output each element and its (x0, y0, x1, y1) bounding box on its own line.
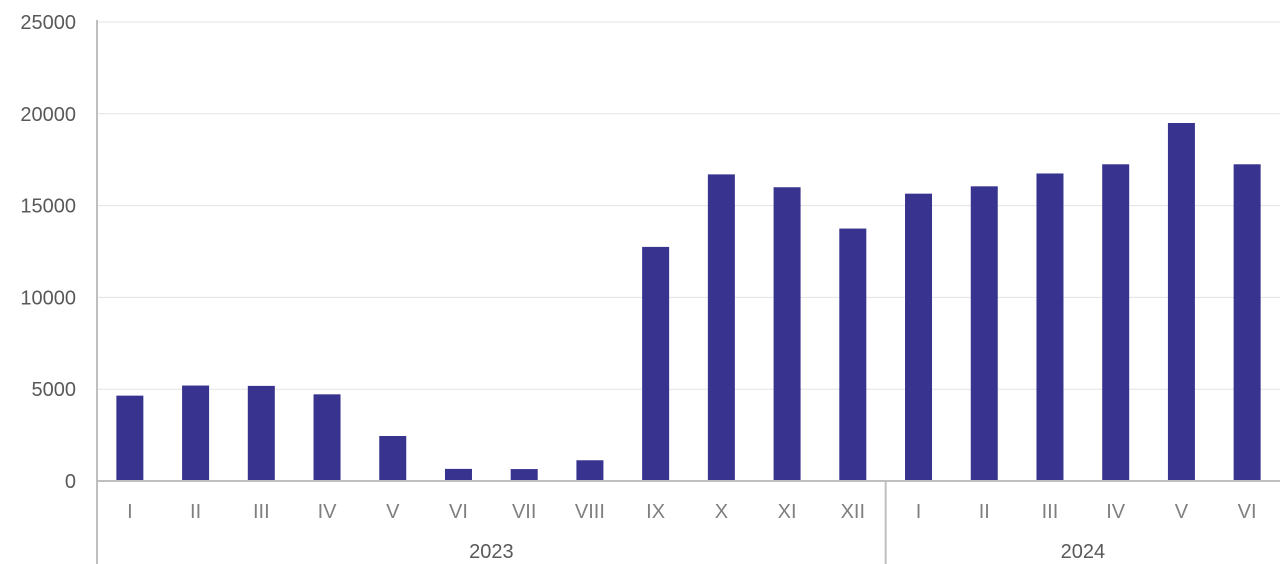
x-axis-year-labels: 2023 2024 (469, 541, 1105, 563)
x-category-label: VI (1238, 501, 1257, 523)
bar (444, 468, 472, 481)
bar (247, 385, 275, 481)
x-category-label: II (190, 501, 201, 523)
x-group-label: 2023 (469, 541, 514, 563)
x-category-label: XII (841, 501, 865, 523)
bar (839, 228, 867, 481)
y-tick-label: 0 (65, 471, 76, 493)
y-axis-tick-labels: 0 5000 10000 15000 20000 25000 (20, 12, 76, 493)
bar (1167, 122, 1195, 481)
x-category-label: III (253, 501, 270, 523)
x-category-label: II (979, 501, 990, 523)
x-group-label: 2024 (1061, 541, 1106, 563)
bar (642, 246, 670, 481)
bar (707, 174, 735, 481)
x-axis-category-labels: I II III IV V VI VII VIII IX X XI XII I II III IV V VI (127, 501, 1257, 523)
x-category-label: IV (1106, 501, 1126, 523)
x-category-label: IX (646, 501, 665, 523)
bar (1233, 164, 1261, 482)
bar (182, 385, 210, 481)
y-tick-label: 15000 (20, 196, 76, 218)
x-category-label: V (386, 501, 400, 523)
x-category-label: I (127, 501, 133, 523)
x-category-label: III (1042, 501, 1059, 523)
bar (576, 460, 604, 481)
x-category-label: VIII (575, 501, 605, 523)
bar (116, 395, 144, 481)
x-category-label: VII (512, 501, 536, 523)
bar (313, 394, 341, 481)
bar-series (116, 122, 1261, 482)
bar (1102, 164, 1130, 482)
bar (773, 187, 801, 482)
bar (1036, 173, 1064, 481)
y-tick-label: 5000 (32, 379, 77, 401)
x-category-label: I (916, 501, 922, 523)
gridlines (97, 21, 1280, 390)
bar (970, 186, 998, 481)
x-category-label: V (1175, 501, 1189, 523)
bar (905, 193, 933, 481)
x-category-label: XI (778, 501, 797, 523)
y-tick-label: 10000 (20, 287, 76, 309)
bar (510, 469, 538, 481)
x-category-label: VI (449, 501, 468, 523)
x-category-label: X (715, 501, 728, 523)
y-tick-label: 25000 (20, 12, 76, 34)
bar (379, 436, 407, 481)
y-tick-label: 20000 (20, 104, 76, 126)
axes (96, 20, 1280, 564)
x-category-label: IV (318, 501, 338, 523)
